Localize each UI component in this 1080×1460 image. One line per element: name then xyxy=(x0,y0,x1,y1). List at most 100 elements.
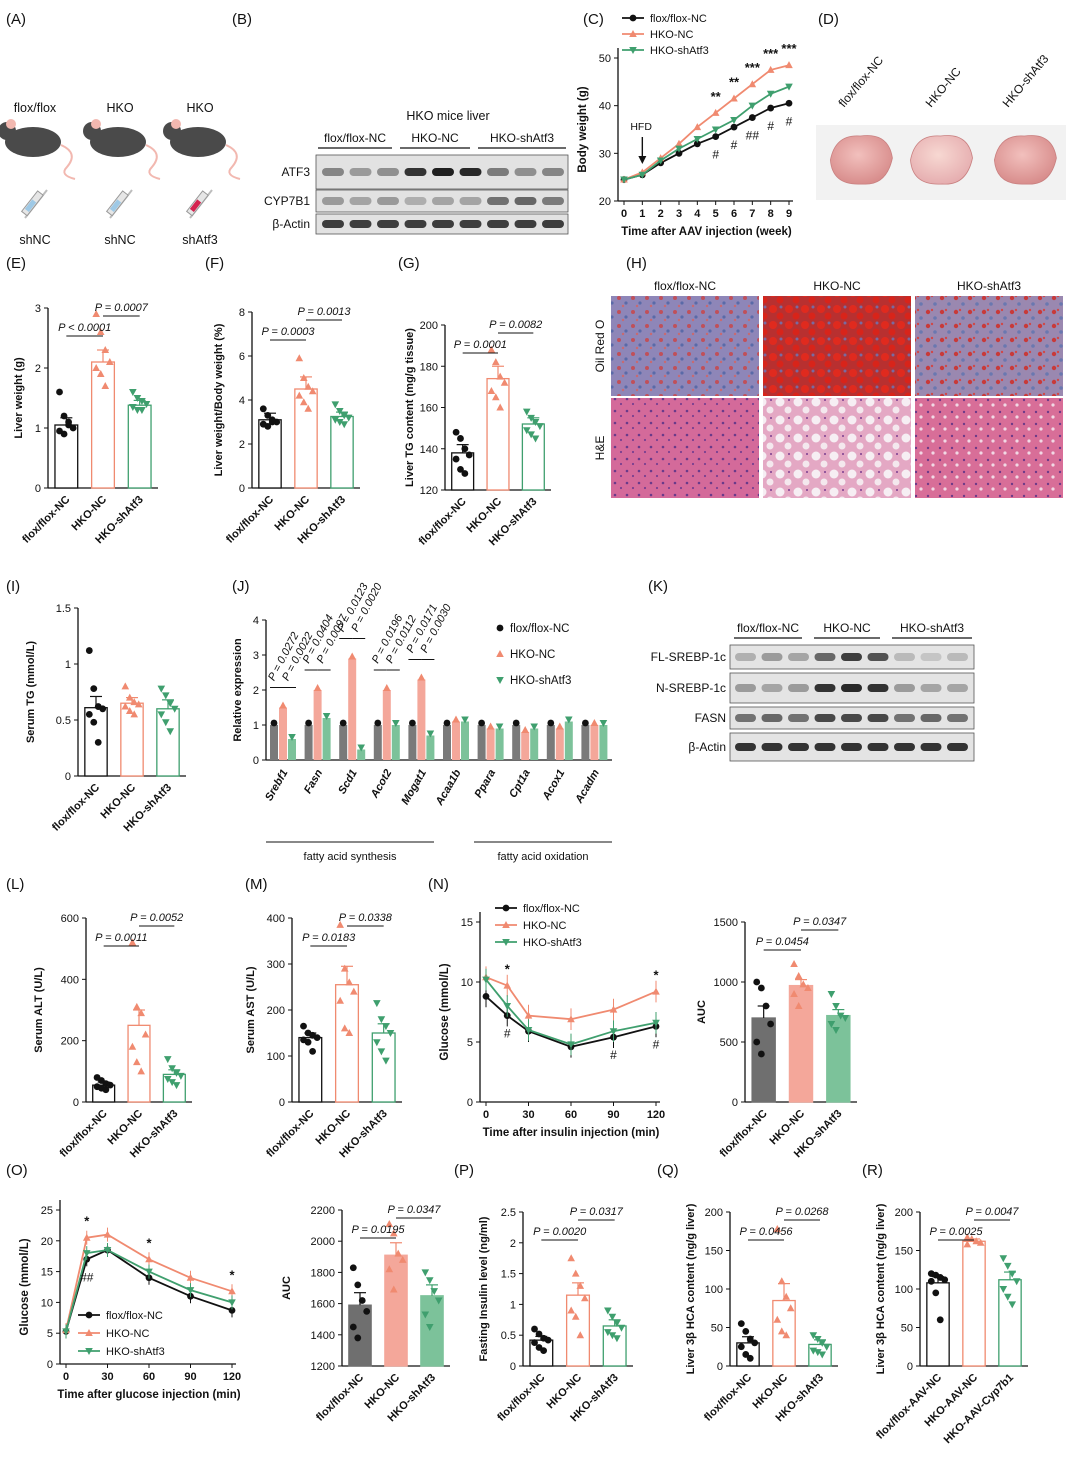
data-point xyxy=(349,1323,357,1331)
liver-photo xyxy=(993,135,1057,185)
histology-image xyxy=(915,398,1063,498)
blot-group-label: flox/flox-NC xyxy=(737,621,799,635)
bar xyxy=(348,658,357,760)
y-tick-label: 20 xyxy=(41,1236,53,1248)
data-point xyxy=(186,1287,195,1295)
y-tick-label: 100 xyxy=(705,1284,723,1296)
blot-band xyxy=(432,168,454,176)
panel-h-histology: flox/flox-NC HKO-NC HKO-shAtf3 Oil Red O H&E xyxy=(593,279,1063,498)
data-point xyxy=(530,723,538,731)
data-point xyxy=(524,1027,533,1034)
data-point xyxy=(531,418,540,426)
data-point xyxy=(99,705,107,713)
data-point xyxy=(496,372,504,380)
data-point xyxy=(753,1038,761,1046)
data-point xyxy=(443,719,451,727)
data-point xyxy=(452,715,460,723)
y-tick-label: 500 xyxy=(720,1037,738,1049)
blot-band xyxy=(894,714,915,722)
blot-band xyxy=(788,684,809,692)
data-point xyxy=(56,388,63,396)
p-value-label: P = 0.0338 xyxy=(339,912,393,924)
data-point xyxy=(609,1005,618,1013)
blot-band xyxy=(377,220,399,228)
legend-label: HKO-shAtf3 xyxy=(510,675,571,687)
x-tick-label: Fasn xyxy=(302,767,325,795)
data-point xyxy=(613,1335,621,1343)
data-point xyxy=(340,421,349,429)
data-point xyxy=(340,964,349,972)
data-point xyxy=(782,1331,791,1339)
y-tick-label: 1400 xyxy=(311,1330,335,1342)
panel-label-m: (M) xyxy=(245,876,268,893)
x-tick-label: HKO-AAV-Cyp7b1 xyxy=(942,1372,1016,1446)
p-value-label: P = 0.0268 xyxy=(775,1206,829,1218)
mouse-ear-icon xyxy=(91,119,101,129)
data-point xyxy=(125,707,134,715)
data-point xyxy=(103,1230,112,1238)
x-tick-label: 0 xyxy=(63,1371,69,1383)
data-point xyxy=(85,647,93,654)
blot-group-label: HKO-shAtf3 xyxy=(490,131,554,145)
y-tick-label: 600 xyxy=(61,913,79,925)
blot-band xyxy=(761,743,783,751)
y-tick-label: 1 xyxy=(65,659,71,671)
data-point xyxy=(166,700,175,708)
series-line xyxy=(485,979,657,1046)
data-point xyxy=(228,1287,236,1295)
y-tick-label: 1500 xyxy=(714,917,738,929)
data-point xyxy=(344,414,353,422)
data-point xyxy=(746,1335,754,1343)
data-point xyxy=(349,1264,357,1272)
data-point xyxy=(486,722,495,730)
y-tick-label: 200 xyxy=(420,320,438,332)
bar-chart-Q: 0 50 100 150 200 Liver 3β HCA content (ng/g l… xyxy=(685,1203,838,1424)
data-point xyxy=(133,1002,141,1010)
significance-star: * xyxy=(229,1267,235,1282)
data-point xyxy=(571,1269,580,1277)
data-point xyxy=(730,123,738,131)
y-tick-label: 180 xyxy=(420,361,438,373)
x-tick-label: 2 xyxy=(658,208,664,220)
blot-band xyxy=(788,743,809,751)
data-point xyxy=(358,1297,366,1304)
data-point xyxy=(478,719,485,727)
significance-star: * xyxy=(146,1235,152,1250)
data-point xyxy=(106,1081,114,1089)
data-point xyxy=(567,1015,575,1023)
data-point xyxy=(228,1299,236,1307)
bar xyxy=(452,721,460,760)
panel-label-q: (Q) xyxy=(657,1162,679,1179)
data-point xyxy=(129,389,137,396)
y-axis-label: AUC xyxy=(281,1276,293,1300)
injection-label: shAtf3 xyxy=(182,233,217,247)
group-label: fatty acid synthesis xyxy=(304,851,397,863)
data-point xyxy=(496,403,504,411)
legend-label: HKO-NC xyxy=(510,649,555,661)
panel-label-c: (C) xyxy=(583,11,604,28)
y-tick-label: 1800 xyxy=(311,1267,335,1279)
bar-chart-M: 0 100 200 300 400 Serum AST (U/L) flox/flox-NC… xyxy=(245,912,402,1160)
data-point xyxy=(106,358,114,365)
mouse-genotype-label: HKO xyxy=(186,101,213,115)
y-tick-label: 150 xyxy=(895,1246,913,1258)
data-point xyxy=(425,1277,434,1285)
data-point xyxy=(304,404,313,412)
x-tick-label: flox/flox-NC xyxy=(718,1108,770,1160)
x-tick-label: 0 xyxy=(483,1109,489,1121)
x-tick-label: 4 xyxy=(694,208,701,220)
series-line xyxy=(65,1249,233,1332)
y-tick-label: 3 xyxy=(253,650,259,662)
bar xyxy=(408,725,417,760)
data-point xyxy=(392,720,400,727)
y-tick-label: 25 xyxy=(41,1205,53,1217)
legend-marker xyxy=(85,1329,93,1336)
data-point xyxy=(675,149,683,157)
x-tick-label: Acaa1b xyxy=(433,767,464,808)
data-point xyxy=(836,1012,845,1020)
blot-title: HKO mice liver xyxy=(406,109,489,123)
y-tick-label: 10 xyxy=(461,977,473,989)
y-tick-label: 15 xyxy=(461,917,473,929)
x-tick-label: flox/flox-AAV-NC xyxy=(874,1372,944,1442)
data-point xyxy=(389,1285,398,1293)
